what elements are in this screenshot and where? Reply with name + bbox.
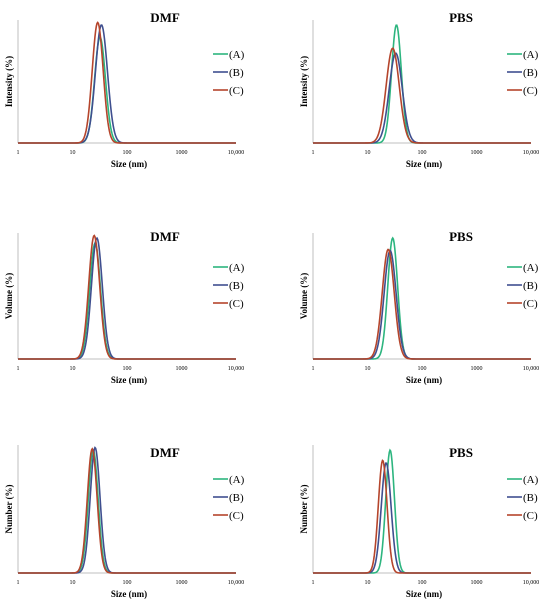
x-tick-label: 10: [365, 150, 371, 156]
series-line-c: [18, 21, 236, 144]
legend-label: (A): [523, 474, 539, 486]
series-line-c: [18, 447, 236, 574]
x-tick-label: 10: [365, 366, 371, 372]
chart-panel-1: DMF 1 10 100 1000 10,000 Size (nm) Intensity (%…: [4, 10, 245, 169]
series-line-c: [313, 459, 531, 574]
x-tick-label: 1: [312, 150, 315, 156]
series-line-a: [313, 448, 531, 574]
chart-panel-6: PBS 1 10 100 1000 10,000 Size (nm) Number (%) (A…: [299, 445, 539, 599]
x-tick-label: 10,000: [523, 580, 540, 586]
legend-label: (C): [229, 510, 244, 522]
x-tick-label: 100: [123, 580, 132, 586]
legend-label: (A): [229, 262, 245, 274]
x-tick-label: 100: [123, 366, 132, 372]
series-line-a: [313, 236, 531, 360]
x-axis-label: Size (nm): [111, 159, 147, 169]
y-axis-label: Volume (%): [4, 273, 14, 319]
x-tick-label: 1: [312, 366, 315, 372]
series-line-b: [18, 236, 236, 360]
chart-title: DMF: [150, 10, 180, 25]
legend-label: (B): [523, 67, 538, 79]
x-tick-label: 1: [17, 150, 20, 156]
series-line-b: [313, 52, 531, 144]
x-axis-label: Size (nm): [406, 375, 442, 385]
series-line-b: [18, 446, 236, 574]
legend-label: (B): [523, 492, 538, 504]
chart-panel-4: PBS 1 10 100 1000 10,000 Size (nm) Volume (%) (A…: [299, 229, 539, 385]
legend-label: (A): [523, 49, 539, 61]
chart-title: DMF: [150, 229, 180, 244]
series-line-c: [18, 234, 236, 360]
x-tick-label: 10,000: [523, 150, 540, 156]
chart-title: PBS: [449, 229, 473, 244]
legend-label: (C): [523, 85, 538, 97]
y-axis-label: Intensity (%): [299, 56, 309, 107]
series-line-c: [313, 248, 531, 360]
x-tick-label: 10,000: [228, 366, 245, 372]
x-tick-label: 1: [17, 580, 20, 586]
x-tick-label: 1: [312, 580, 315, 586]
legend-label: (B): [229, 67, 244, 79]
chart-panel-5: DMF 1 10 100 1000 10,000 Size (nm) Number (%) (A…: [4, 445, 245, 599]
series-line-c: [313, 47, 531, 144]
legend-label: (C): [229, 298, 244, 310]
x-tick-label: 10: [70, 366, 76, 372]
x-tick-label: 100: [418, 150, 427, 156]
y-axis-label: Number (%): [299, 484, 309, 533]
x-tick-label: 100: [123, 150, 132, 156]
x-axis-label: Size (nm): [111, 375, 147, 385]
legend-label: (C): [523, 298, 538, 310]
x-axis-label: Size (nm): [406, 159, 442, 169]
x-tick-label: 10: [70, 150, 76, 156]
legend-label: (B): [229, 492, 244, 504]
x-tick-label: 1000: [471, 366, 483, 372]
x-tick-label: 10,000: [523, 366, 540, 372]
x-tick-label: 1000: [176, 150, 188, 156]
legend-label: (A): [229, 49, 245, 61]
legend-label: (B): [229, 280, 244, 292]
x-tick-label: 10,000: [228, 150, 245, 156]
x-tick-label: 10: [365, 580, 371, 586]
series-line-b: [313, 249, 531, 360]
x-tick-label: 100: [418, 580, 427, 586]
series-line-a: [313, 24, 531, 144]
legend-label: (C): [229, 85, 244, 97]
x-axis-label: Size (nm): [406, 589, 442, 599]
x-tick-label: 10,000: [228, 580, 245, 586]
legend-label: (A): [523, 262, 539, 274]
legend-label: (C): [523, 510, 538, 522]
x-tick-label: 100: [418, 366, 427, 372]
x-tick-label: 1: [17, 366, 20, 372]
y-axis-label: Number (%): [4, 484, 14, 533]
series-line-b: [18, 24, 236, 144]
chart-panel-2: PBS 1 10 100 1000 10,000 Size (nm) Intensity (%…: [299, 10, 539, 169]
series-line-a: [18, 449, 236, 574]
legend-label: (B): [523, 280, 538, 292]
legend-label: (A): [229, 474, 245, 486]
x-axis-label: Size (nm): [111, 589, 147, 599]
x-tick-label: 10: [70, 580, 76, 586]
series-line-b: [313, 462, 531, 574]
y-axis-label: Volume (%): [299, 273, 309, 319]
chart-title: PBS: [449, 445, 473, 460]
chart-title: DMF: [150, 445, 180, 460]
series-line-a: [18, 241, 236, 360]
x-tick-label: 1000: [176, 366, 188, 372]
chart-panel-3: DMF 1 10 100 1000 10,000 Size (nm) Volume (%) (A…: [4, 229, 245, 385]
x-tick-label: 1000: [471, 150, 483, 156]
chart-title: PBS: [449, 10, 473, 25]
x-tick-label: 1000: [471, 580, 483, 586]
y-axis-label: Intensity (%): [4, 56, 14, 107]
x-tick-label: 1000: [176, 580, 188, 586]
series-line-a: [18, 36, 236, 144]
